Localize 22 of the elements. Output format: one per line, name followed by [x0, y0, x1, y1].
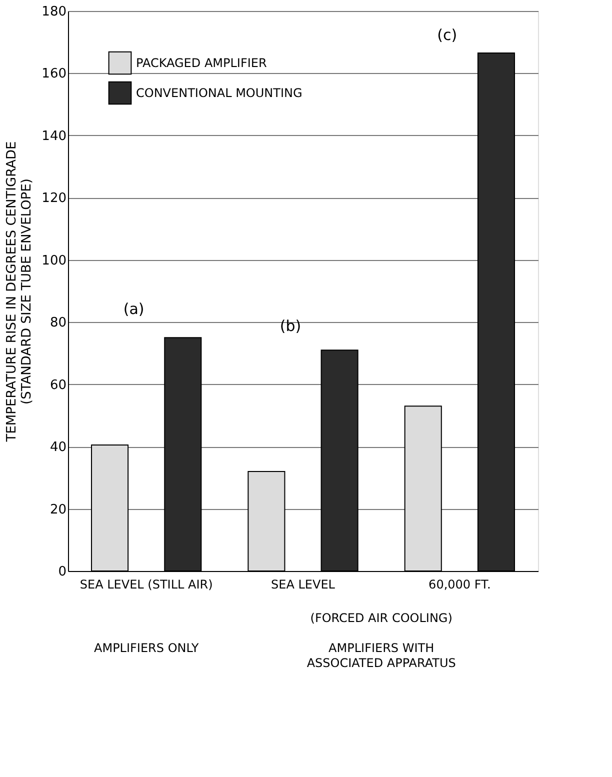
y-axis-title: TEMPERATURE RISE IN DEGREES CENTIGRADE (STANDARD SIZE TUBE ENVELOPE) [4, 141, 35, 443]
y-tick-label: 160 [42, 66, 66, 82]
y-tick-label: 180 [42, 4, 66, 20]
text: AMPLIFIERS ONLY [94, 641, 200, 655]
y-tick-label: 60 [50, 378, 66, 393]
x-tick-label: SEA LEVEL [271, 578, 336, 592]
y-tick-label: 20 [50, 502, 66, 518]
y-tick-label: 40 [50, 440, 66, 456]
y-tick-label: 120 [42, 191, 66, 206]
annotation: (b) [280, 317, 302, 335]
annotation: (a) [123, 300, 144, 318]
x-tick-label: SEA LEVEL (STILL AIR) [80, 578, 213, 592]
legend-label: PACKAGED AMPLIFIER [136, 56, 267, 70]
y-tick-label: 80 [50, 316, 66, 331]
y-tick-label: 140 [42, 128, 66, 144]
x-tick-label: 60,000 FT. [428, 578, 491, 592]
text: (FORCED AIR COOLING) [310, 611, 452, 625]
text: AMPLIFIERS WITH ASSOCIATED APPARATUS [306, 641, 456, 670]
y-tick-label: 0 [58, 564, 66, 580]
legend-label: CONVENTIONAL MOUNTING [136, 86, 302, 100]
y-tick-label: 100 [42, 253, 66, 268]
annotation: (c) [437, 26, 458, 44]
